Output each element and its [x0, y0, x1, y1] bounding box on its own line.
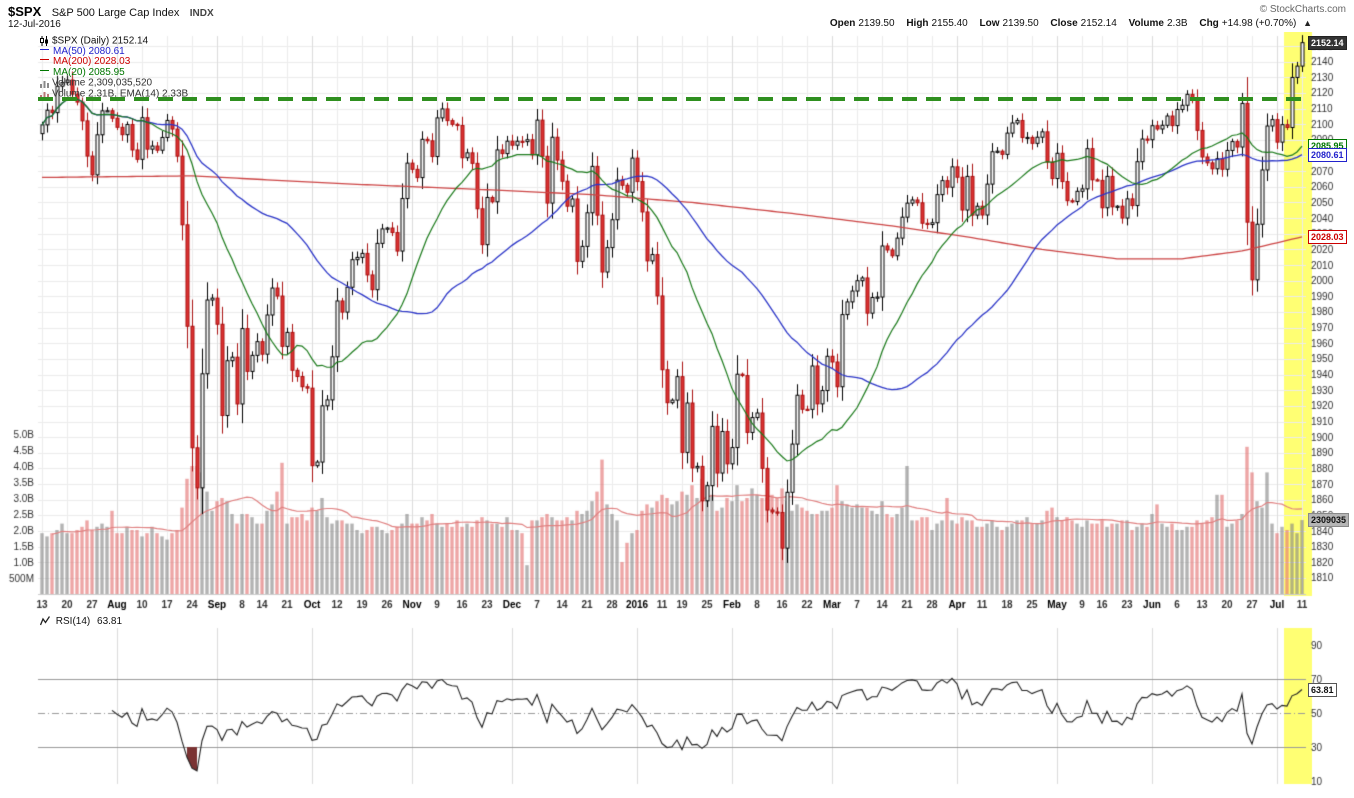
quote-open-label: Open: [829, 18, 856, 29]
quote-high-label: High: [906, 18, 929, 29]
quote-chg-value: +14.98 (+0.70%): [1221, 18, 1297, 29]
legend-spx-text: $SPX (Daily) 2152.14: [52, 35, 149, 47]
volume-bars-icon: [40, 91, 49, 99]
chart-date: 12-Jul-2016: [8, 19, 61, 30]
rsi-panel-header: RSI(14) 63.81: [39, 616, 126, 627]
last-price-tag: 2152.14: [1308, 36, 1347, 51]
exchange: INDX: [189, 8, 214, 19]
chart-title: $SPX S&P 500 Large Cap Index INDX: [8, 3, 214, 21]
legend-ma200: MA(200) 2028.03: [40, 56, 188, 68]
quote-low-label: Low: [979, 18, 1000, 29]
index-name: S&P 500 Large Cap Index: [51, 7, 180, 19]
quote-open-value: 2139.50: [858, 18, 895, 29]
volume-bars-icon: [40, 81, 49, 88]
legend-ma20: MA(20) 2085.95: [40, 66, 188, 79]
legend-volume: Volume 2,309,035,520: [40, 78, 188, 89]
quote-chg-label: Chg: [1199, 18, 1219, 29]
legend-volume-ema-text: Volume 2.31B, EMA(14) 2.33B: [52, 88, 189, 100]
ma50-line-sample: [40, 48, 49, 50]
rsi-indicator-icon: [39, 616, 51, 626]
legend-ma50-text: MA(50) 2080.61: [53, 45, 125, 57]
legend-volume-text: Volume 2,309,035,520: [52, 77, 153, 89]
copyright: © StockCharts.com: [1259, 4, 1346, 15]
rsi-chart-canvas: [0, 612, 1354, 798]
main-chart-canvas: [0, 32, 1354, 612]
chart-legend: $SPX (Daily) 2152.14 MA(50) 2080.61 MA(2…: [40, 36, 188, 99]
candlestick-icon: [40, 36, 48, 46]
quote-close-label: Close: [1050, 18, 1078, 29]
quote-high-value: 2155.40: [931, 18, 968, 29]
ma200-price-tag: 2028.03: [1308, 230, 1347, 245]
quote-volume-label: Volume: [1128, 18, 1164, 29]
symbol: $SPX: [8, 4, 42, 19]
rsi-value: 63.81: [97, 616, 123, 627]
volume-tag: 2309035: [1308, 513, 1350, 528]
legend-spx: $SPX (Daily) 2152.14: [40, 36, 188, 47]
ma50-price-tag: 2080.61: [1308, 148, 1347, 163]
resistance-line: [38, 97, 1310, 101]
quote-close-value: 2152.14: [1080, 18, 1117, 29]
quote-low-value: 2139.50: [1002, 18, 1039, 29]
rsi-label: RSI(14): [55, 616, 91, 627]
legend-ma20-text: MA(20) 2085.95: [53, 66, 125, 78]
legend-volume-ema: Volume 2.31B, EMA(14) 2.33B: [40, 88, 189, 100]
legend-ma50: MA(50) 2080.61: [40, 45, 188, 58]
ma20-line-sample: [40, 69, 49, 71]
quote-bar: Open 2139.50 High 2155.40 Low 2139.50 Close…: [821, 18, 1312, 29]
up-arrow-icon: ▲: [1303, 18, 1312, 28]
ma200-line-sample: [40, 59, 49, 61]
quote-volume-value: 2.3B: [1166, 18, 1188, 29]
legend-ma200-text: MA(200) 2028.03: [53, 56, 131, 67]
rsi-value-tag: 63.81: [1308, 683, 1337, 698]
